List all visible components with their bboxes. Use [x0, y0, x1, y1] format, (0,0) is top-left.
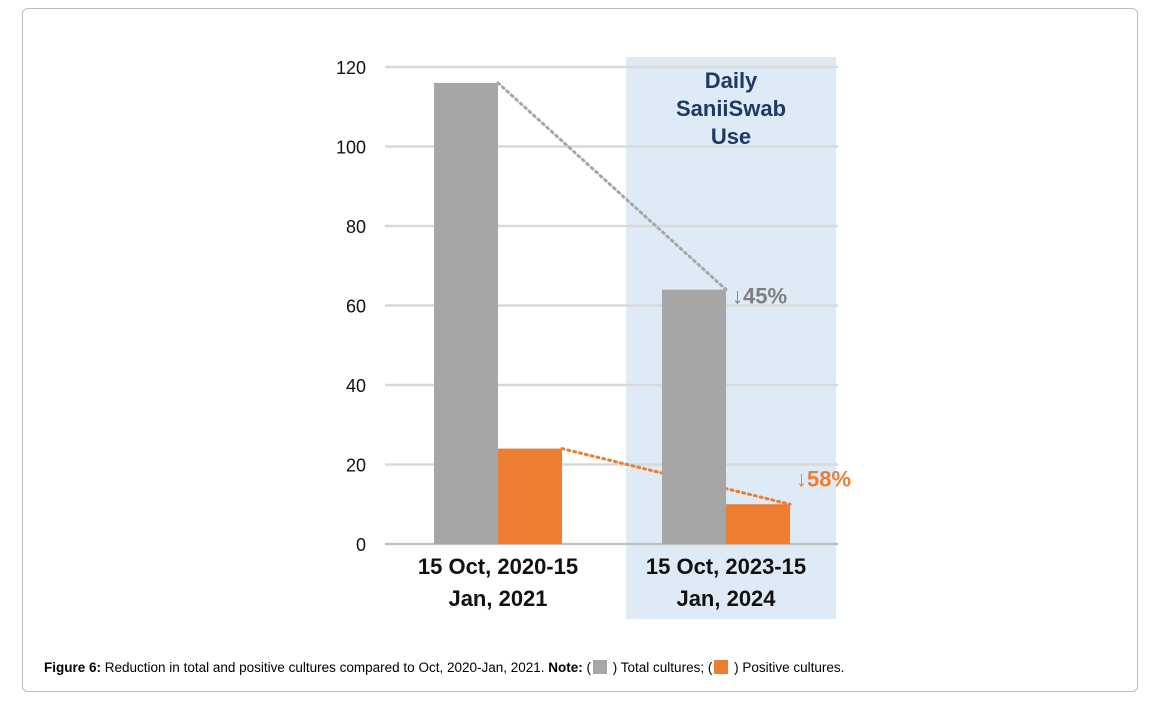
change-annotation-positive: ↓58%: [796, 466, 851, 491]
highlight-band-label-line: Daily: [705, 68, 758, 93]
bar-total: [434, 82, 498, 545]
y-tick-label: 20: [346, 456, 366, 476]
x-category-label: 15 Oct, 2023-15: [646, 554, 806, 579]
figure-frame: [22, 8, 1138, 692]
x-category-label: Jan, 2021: [448, 586, 547, 611]
caption-figure-label: Figure 6:: [44, 660, 102, 675]
caption-legend-positive: ) Positive cultures.: [730, 660, 845, 675]
y-tick-label: 100: [336, 138, 366, 158]
highlight-band-label-line: SaniiSwab: [676, 96, 786, 121]
y-tick-label: 0: [356, 535, 366, 555]
y-tick-label: 80: [346, 217, 366, 237]
x-category-label: Jan, 2024: [676, 586, 776, 611]
y-tick-label: 40: [346, 376, 366, 396]
bar-positive: [726, 504, 790, 544]
x-category-label: 15 Oct, 2020-15: [418, 554, 578, 579]
connector-total: [496, 81, 728, 292]
caption-open-paren: (: [582, 660, 592, 675]
y-tick-label: 120: [336, 58, 366, 78]
bar-total: [662, 289, 726, 544]
legend-swatch-total: [593, 660, 608, 674]
bar-positive: [498, 448, 562, 544]
legend-swatch-positive: [714, 660, 729, 674]
figure-caption: Figure 6: Reduction in total and positiv…: [44, 660, 844, 675]
highlight-band-label-line: Use: [711, 124, 751, 149]
change-annotation-total: ↓45%: [732, 284, 787, 309]
caption-text: Reduction in total and positive cultures…: [101, 660, 549, 675]
caption-legend-total: ) Total cultures; (: [609, 660, 713, 675]
caption-note-label: Note:: [548, 660, 583, 675]
y-tick-label: 60: [346, 297, 366, 317]
